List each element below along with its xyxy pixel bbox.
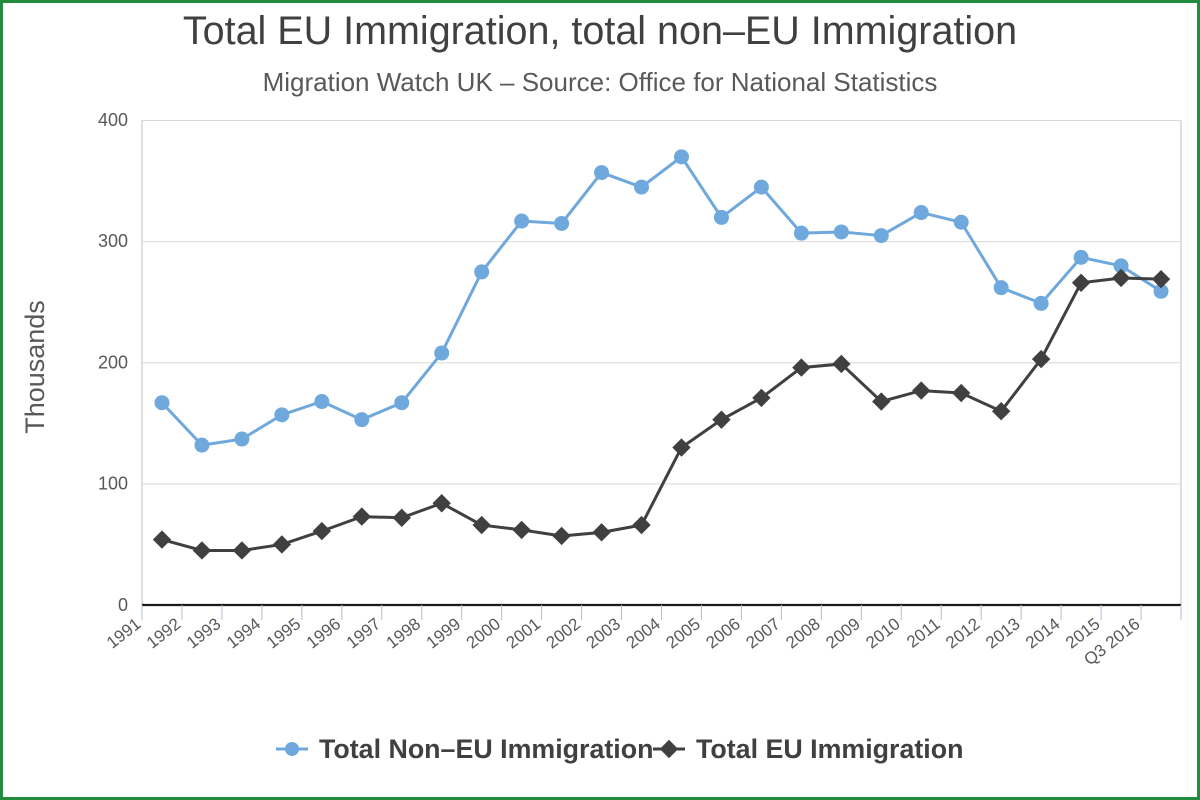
svg-text:2005: 2005: [662, 614, 704, 652]
svg-text:2000: 2000: [463, 614, 505, 652]
svg-text:2010: 2010: [862, 614, 904, 652]
svg-text:1991: 1991: [103, 614, 145, 652]
svg-text:2013: 2013: [982, 614, 1024, 652]
svg-text:300: 300: [98, 231, 128, 251]
svg-text:0: 0: [118, 595, 128, 615]
svg-text:2006: 2006: [702, 614, 744, 652]
svg-text:100: 100: [98, 474, 128, 494]
svg-text:200: 200: [98, 352, 128, 372]
svg-text:1994: 1994: [223, 614, 265, 652]
svg-text:400: 400: [98, 110, 128, 130]
svg-text:1992: 1992: [143, 614, 185, 652]
svg-text:1995: 1995: [263, 614, 305, 652]
svg-text:1996: 1996: [303, 614, 345, 652]
svg-text:2012: 2012: [942, 614, 984, 652]
svg-text:2007: 2007: [742, 614, 784, 652]
svg-text:2014: 2014: [1022, 614, 1064, 652]
svg-text:2002: 2002: [543, 614, 585, 652]
svg-text:1997: 1997: [343, 614, 385, 652]
svg-text:2009: 2009: [822, 614, 864, 652]
svg-text:2003: 2003: [582, 614, 624, 652]
svg-text:1993: 1993: [183, 614, 225, 652]
svg-text:2008: 2008: [782, 614, 824, 652]
svg-text:2011: 2011: [903, 614, 944, 651]
svg-text:1998: 1998: [383, 614, 425, 652]
svg-text:2004: 2004: [622, 614, 664, 652]
svg-text:2001: 2001: [503, 614, 545, 652]
svg-text:1999: 1999: [423, 614, 465, 652]
